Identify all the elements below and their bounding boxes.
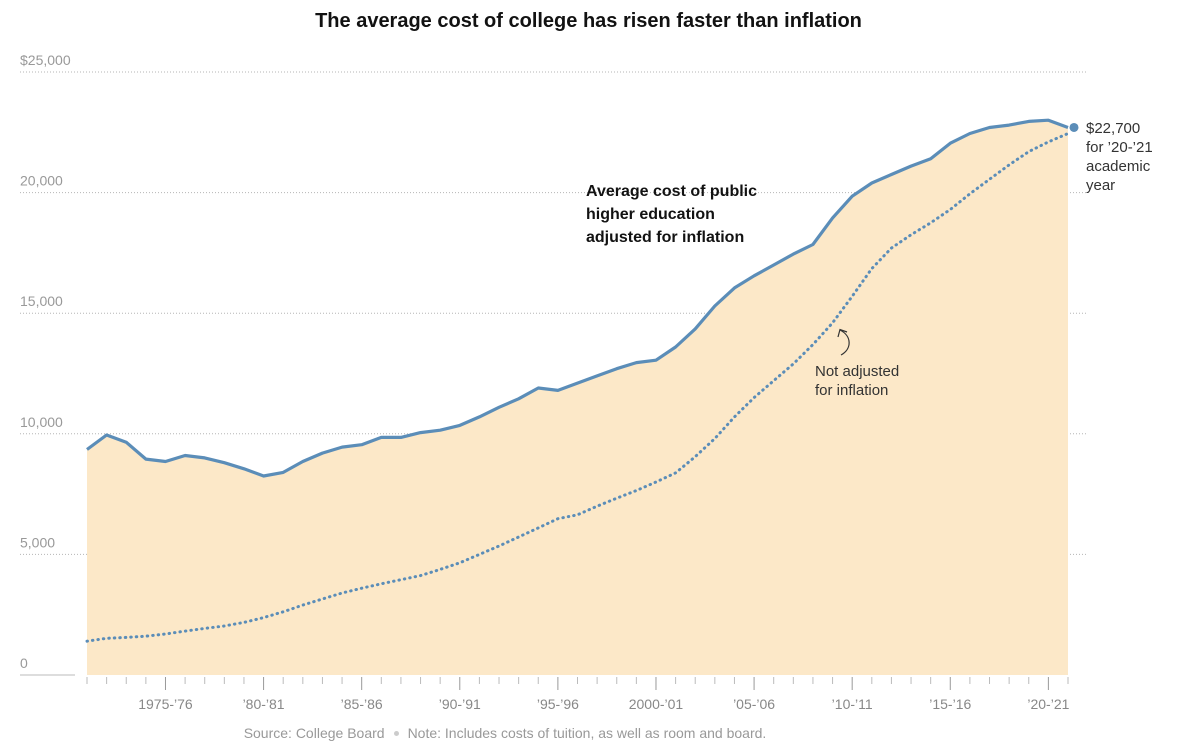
source-text: Source: College Board bbox=[243, 725, 385, 741]
y-tick-label: 5,000 bbox=[20, 534, 55, 550]
annotation-arrowhead bbox=[837, 328, 848, 338]
x-tick-label: ’80-’81 bbox=[243, 696, 285, 712]
not-adjusted-series-label: Not adjusted bbox=[815, 363, 899, 380]
x-tick-label: ’95-’96 bbox=[537, 696, 579, 712]
annotations: Average cost of public higher education ad… bbox=[586, 120, 1153, 399]
x-tick-label: ’10-’11 bbox=[832, 696, 873, 712]
x-axis bbox=[86, 677, 1069, 690]
endpoint-label: academic bbox=[1086, 158, 1151, 175]
line-layer bbox=[85, 118, 1070, 643]
y-tick-label: 10,000 bbox=[20, 414, 63, 430]
endpoint-label: year bbox=[1086, 177, 1115, 194]
annotation-arrow bbox=[839, 329, 850, 356]
footer: Source: College Board Note: Includes cost… bbox=[0, 725, 1010, 741]
separator-dot bbox=[393, 730, 399, 736]
endpoint-label: $22,700 bbox=[1086, 120, 1140, 137]
x-tick-label: ’85-’86 bbox=[341, 696, 383, 712]
endpoint-dot bbox=[1069, 122, 1079, 132]
chart-title: The average cost of college has risen fa… bbox=[315, 10, 862, 32]
adjusted-series-label: Average cost of public bbox=[586, 183, 757, 200]
not-adjusted-series-label: for inflation bbox=[815, 382, 888, 399]
not-adjusted-line bbox=[85, 132, 1070, 643]
endpoint-label: for ’20-’21 bbox=[1086, 139, 1153, 156]
adjusted-series-label: adjusted for inflation bbox=[586, 229, 744, 246]
adjusted-series-label: higher education bbox=[586, 206, 715, 223]
y-tick-label: $25,000 bbox=[20, 52, 71, 68]
x-tick-label: ’90-’91 bbox=[439, 696, 481, 712]
x-tick-label: ’20-’21 bbox=[1027, 696, 1069, 712]
chart-svg: $25,000 20,000 15,000 10,000 5,000 0 1975-’76 ’… bbox=[20, 52, 1153, 712]
x-tick-label: 1975-’76 bbox=[138, 696, 193, 712]
y-tick-label: 0 bbox=[20, 655, 28, 671]
x-tick-label: ’15-’16 bbox=[929, 696, 971, 712]
x-tick-label: ’05-’06 bbox=[733, 696, 775, 712]
adjusted-line bbox=[86, 118, 1069, 478]
area-fill bbox=[87, 120, 1068, 675]
tick-labels: $25,000 20,000 15,000 10,000 5,000 0 1975-’76 ’… bbox=[20, 52, 1070, 712]
x-tick-label: 2000-’01 bbox=[629, 696, 684, 712]
area-layer bbox=[87, 120, 1068, 675]
note-text: Note: Includes costs of tuition, as well… bbox=[407, 725, 767, 741]
y-tick-label: 20,000 bbox=[20, 173, 63, 189]
y-tick-label: 15,000 bbox=[20, 293, 63, 309]
